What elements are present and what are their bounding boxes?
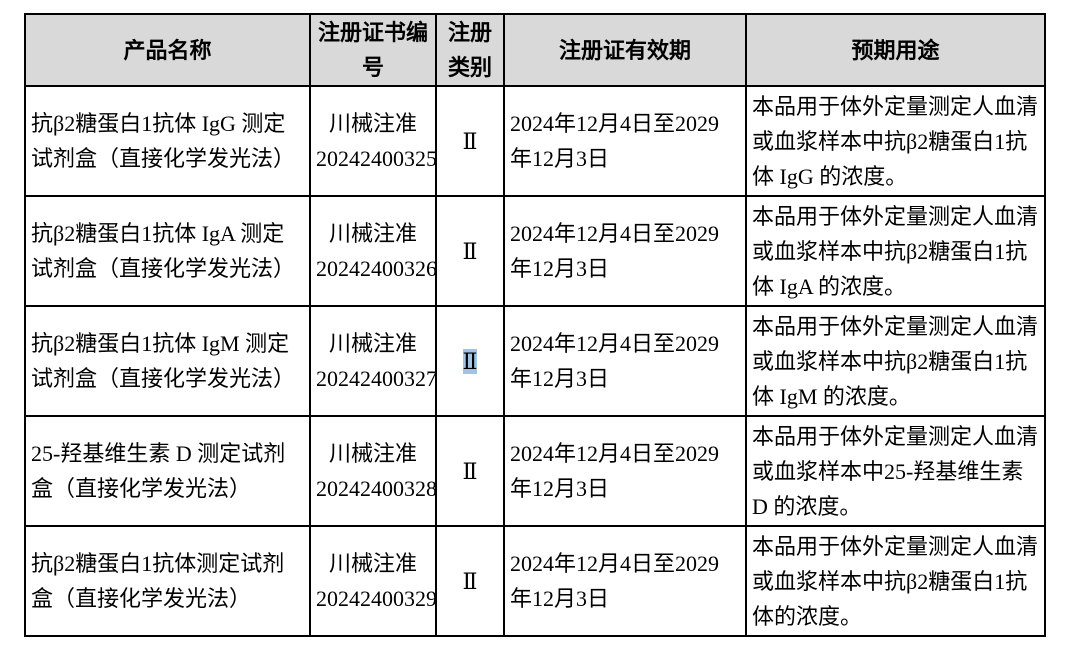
intended-use: 本品用于体外定量测定人血清或血浆样本中抗β2糖蛋白1抗体 IgM 的浓度。 (745, 305, 1046, 417)
table-row: 抗β2糖蛋白1抗体 IgM 测定试剂盒（直接化学发光法） 川械注准2024240… (24, 305, 1046, 417)
header-intended-use: 预期用途 (745, 13, 1046, 87)
class: Ⅱ (435, 195, 505, 307)
table-row: 抗β2糖蛋白1抗体 IgG 测定试剂盒（直接化学发光法） 川械注准2024240… (24, 85, 1046, 197)
product-name: 抗β2糖蛋白1抗体测定试剂盒（直接化学发光法） (24, 525, 311, 637)
intended-use: 本品用于体外定量测定人血清或血浆样本中抗β2糖蛋白1抗体 IgA 的浓度。 (745, 195, 1046, 307)
header-product-name: 产品名称 (24, 13, 311, 87)
registration-table: 产品名称 注册证书编号 注册类别 注册证有效期 预期用途 抗β2糖蛋白1抗体 I… (24, 13, 1046, 637)
header-validity: 注册证有效期 (503, 13, 747, 87)
class-selected-text[interactable]: Ⅱ (462, 348, 478, 374)
validity: 2024年12月4日至2029年12月3日 (503, 415, 747, 527)
product-name: 抗β2糖蛋白1抗体 IgA 测定试剂盒（直接化学发光法） (24, 195, 311, 307)
header-row: 产品名称 注册证书编号 注册类别 注册证有效期 预期用途 (24, 13, 1046, 87)
intended-use: 本品用于体外定量测定人血清或血浆样本中抗β2糖蛋白1抗体的浓度。 (745, 525, 1046, 637)
validity: 2024年12月4日至2029年12月3日 (503, 195, 747, 307)
table-row: 25-羟基维生素 D 测定试剂盒（直接化学发光法） 川械注准2024240032… (24, 415, 1046, 527)
validity: 2024年12月4日至2029年12月3日 (503, 305, 747, 417)
product-name: 抗β2糖蛋白1抗体 IgM 测定试剂盒（直接化学发光法） (24, 305, 311, 417)
table-row: 抗β2糖蛋白1抗体测定试剂盒（直接化学发光法） 川械注准20242400329 … (24, 525, 1046, 637)
cert-number: 川械注准20242400327 (309, 305, 437, 417)
class: Ⅱ (435, 415, 505, 527)
class-cell: Ⅱ (435, 305, 505, 417)
header-cert-number: 注册证书编号 (309, 13, 437, 87)
cert-number: 川械注准20242400326 (309, 195, 437, 307)
validity: 2024年12月4日至2029年12月3日 (503, 525, 747, 637)
class: Ⅱ (435, 85, 505, 197)
header-class: 注册类别 (435, 13, 505, 87)
validity: 2024年12月4日至2029年12月3日 (503, 85, 747, 197)
cert-number: 川械注准20242400328 (309, 415, 437, 527)
table-row: 抗β2糖蛋白1抗体 IgA 测定试剂盒（直接化学发光法） 川械注准2024240… (24, 195, 1046, 307)
product-name: 25-羟基维生素 D 测定试剂盒（直接化学发光法） (24, 415, 311, 527)
intended-use: 本品用于体外定量测定人血清或血浆样本中抗β2糖蛋白1抗体 IgG 的浓度。 (745, 85, 1046, 197)
product-name: 抗β2糖蛋白1抗体 IgG 测定试剂盒（直接化学发光法） (24, 85, 311, 197)
intended-use: 本品用于体外定量测定人血清或血浆样本中25-羟基维生素 D 的浓度。 (745, 415, 1046, 527)
cert-number: 川械注准20242400329 (309, 525, 437, 637)
cert-number: 川械注准20242400325 (309, 85, 437, 197)
class: Ⅱ (435, 525, 505, 637)
